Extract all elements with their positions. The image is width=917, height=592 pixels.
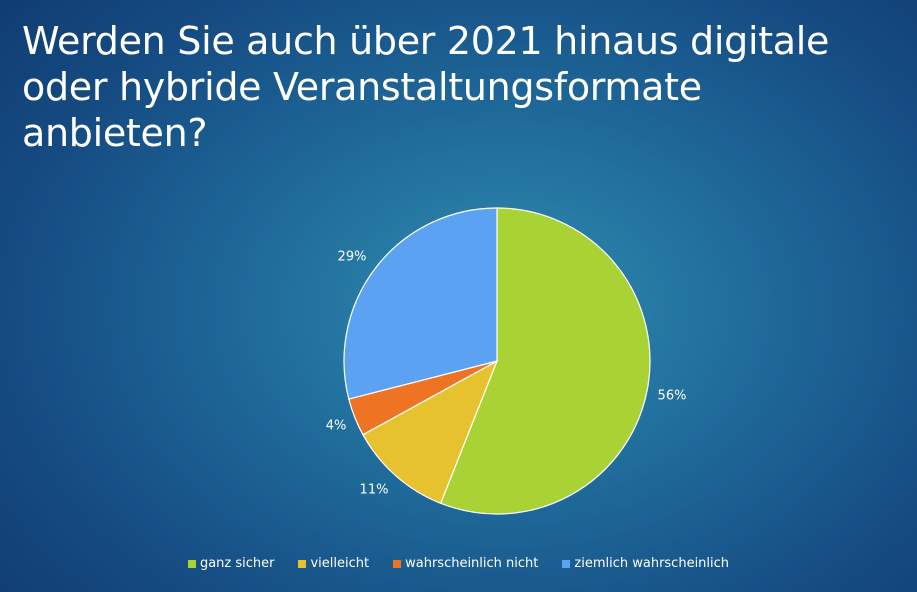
- data-label-ziemlich-wahrscheinlich: 29%: [338, 250, 367, 265]
- pie-slice-ganz-sicher: [439, 207, 651, 515]
- chart-legend: ganz sicher vielleicht wahrscheinlich ni…: [0, 556, 917, 571]
- legend-item-ganz-sicher: ganz sicher: [187, 556, 275, 571]
- legend-swatch: [187, 559, 196, 568]
- legend-label: vielleicht: [310, 556, 370, 571]
- slide-title: Werden Sie auch über 2021 hinaus digital…: [22, 18, 902, 156]
- data-label-ganz-sicher: 56%: [658, 389, 687, 404]
- pie-slice-ziemlich-wahrscheinlich: [343, 207, 498, 400]
- legend-label: ziemlich wahrscheinlich: [574, 556, 730, 571]
- pie-slice-vielleicht: [362, 359, 499, 505]
- legend-label: ganz sicher: [199, 556, 275, 571]
- legend-item-ziemlich-wahrscheinlich: ziemlich wahrscheinlich: [562, 556, 729, 571]
- legend-label: wahrscheinlich nicht: [405, 556, 539, 571]
- legend-swatch: [562, 559, 571, 568]
- title-line-1: Werden Sie auch über 2021 hinaus digital…: [22, 19, 830, 63]
- title-line-2: oder hybride Veranstaltungsformate: [22, 65, 702, 109]
- legend-item-wahrscheinlich-nicht: wahrscheinlich nicht: [393, 556, 538, 571]
- legend-swatch: [298, 559, 307, 568]
- data-label-wahrscheinlich-nicht: 4%: [326, 419, 347, 434]
- data-label-vielleicht: 11%: [360, 483, 389, 498]
- legend-item-vielleicht: vielleicht: [298, 556, 369, 571]
- title-line-3: anbieten?: [22, 111, 208, 155]
- legend-swatch: [393, 559, 402, 568]
